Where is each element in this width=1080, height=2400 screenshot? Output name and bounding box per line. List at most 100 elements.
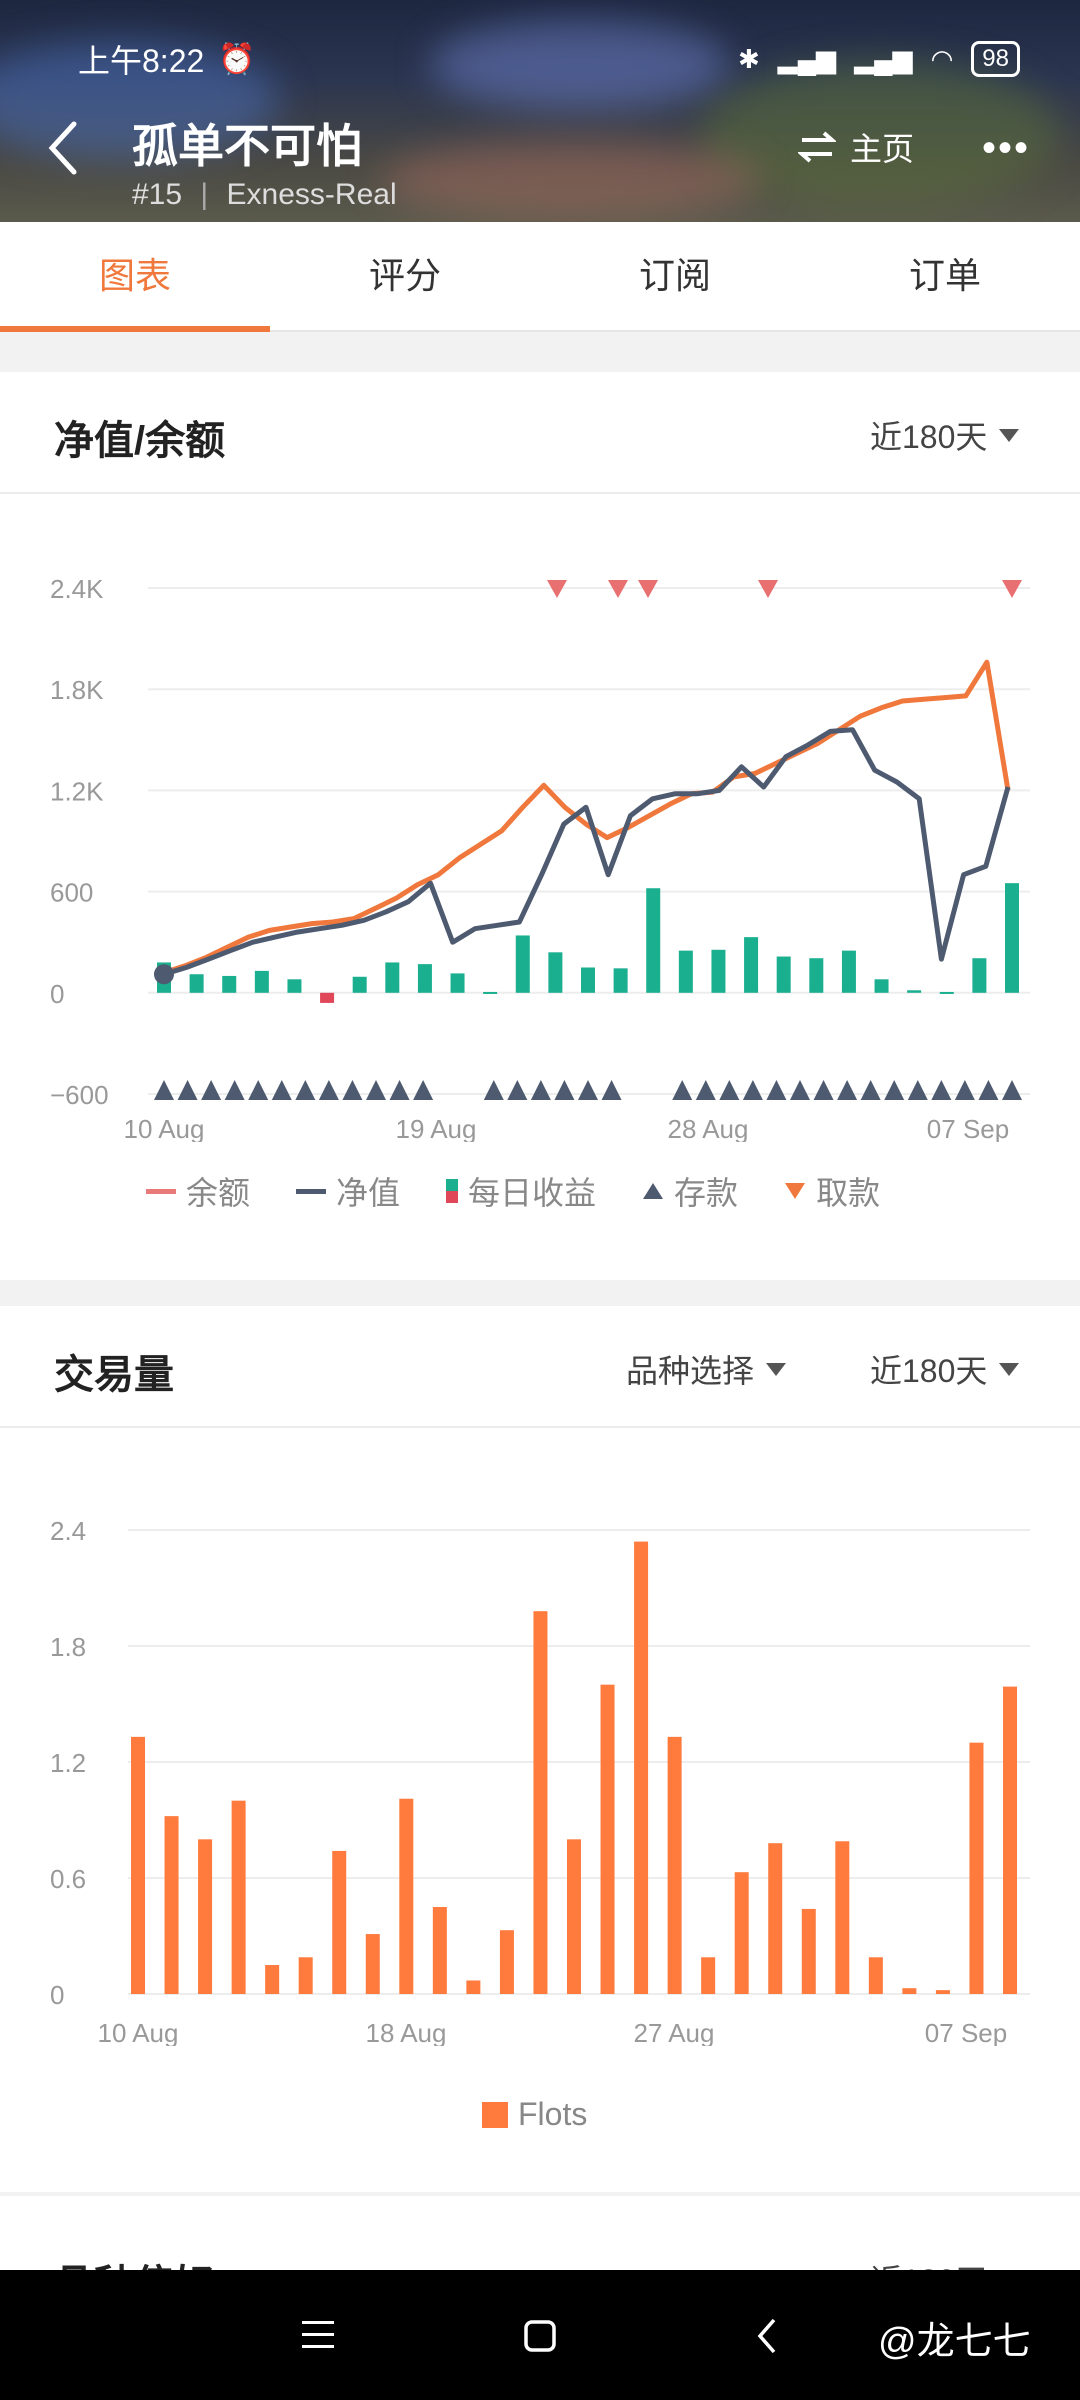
bar-swatch bbox=[446, 1179, 459, 1203]
deposit-marker bbox=[790, 1080, 810, 1100]
y-tick-label: 1.8K bbox=[50, 675, 104, 705]
volume-bar bbox=[868, 1957, 883, 1994]
home-nav-icon[interactable] bbox=[520, 2316, 560, 2356]
tab-rating[interactable]: 评分 bbox=[368, 255, 441, 296]
daily-profit-bar bbox=[483, 991, 498, 994]
volume-bar bbox=[902, 1988, 917, 1994]
y-tick-label: 1.2 bbox=[50, 1748, 86, 1778]
y-tick-label: 1.2K bbox=[50, 776, 104, 806]
account-subtitle: #15 | Exness-Real bbox=[132, 178, 397, 212]
daily-profit-bar bbox=[581, 967, 595, 993]
period-label: 近180天 bbox=[870, 1353, 988, 1389]
x-tick-label: 07 Sep bbox=[927, 1114, 1009, 1142]
preference-card: 品种偏好 近180天 bbox=[0, 2196, 1080, 2270]
volume-bar bbox=[164, 1816, 179, 1994]
home-button[interactable]: 主页 bbox=[798, 124, 914, 170]
balance-line bbox=[163, 659, 1011, 975]
tab-subscribe[interactable]: 订阅 bbox=[638, 255, 711, 296]
legend-deposit[interactable]: 存款 bbox=[642, 1168, 738, 1214]
background-glow bbox=[380, 140, 760, 220]
deposit-marker bbox=[907, 1080, 928, 1100]
legend-label: 净值 bbox=[336, 1175, 401, 1211]
withdraw-marker bbox=[608, 580, 628, 598]
x-tick-label: 10 Aug bbox=[124, 1114, 205, 1142]
bluetooth-icon: ✱ bbox=[737, 43, 760, 74]
volume-bar bbox=[1003, 1686, 1017, 1994]
daily-profit-bar bbox=[385, 962, 400, 993]
system-nav-bar: @龙七七 bbox=[0, 2270, 1080, 2400]
symbol-label: 品种选择 bbox=[626, 1353, 755, 1389]
back-icon[interactable] bbox=[44, 118, 84, 178]
volume-legend: Flots bbox=[482, 2096, 633, 2133]
tab-chart[interactable]: 图表 bbox=[0, 222, 270, 332]
volume-bar bbox=[768, 1843, 783, 1994]
period-label[interactable]: 近180天 bbox=[870, 2256, 987, 2270]
daily-profit-bar bbox=[287, 979, 302, 993]
x-tick-label: 10 Aug bbox=[98, 2018, 179, 2046]
background-glow bbox=[700, 60, 1060, 210]
x-tick-label: 07 Sep bbox=[925, 2018, 1007, 2046]
deposit-marker bbox=[1002, 1080, 1022, 1100]
deposit-marker bbox=[884, 1080, 905, 1100]
legend-label: 每日收益 bbox=[468, 1175, 597, 1211]
status-time: 上午8:22 bbox=[78, 43, 205, 79]
volume-bar bbox=[298, 1957, 313, 1994]
y-tick-label: −600 bbox=[50, 1080, 109, 1110]
wifi-icon: ◠ bbox=[930, 43, 954, 74]
daily-profit-bar bbox=[678, 950, 693, 993]
equity-title: 净值/余额 bbox=[54, 419, 226, 463]
deposit-marker bbox=[483, 1080, 504, 1100]
legend-flots[interactable]: Flots bbox=[482, 2096, 587, 2133]
y-tick-label: 0 bbox=[50, 1980, 64, 2010]
period-label: 近180天 bbox=[870, 419, 988, 455]
daily-profit-bar bbox=[417, 964, 432, 993]
chevron-down-icon bbox=[999, 1362, 1020, 1376]
signal-icon: ▂▄▆ bbox=[854, 43, 913, 74]
legend-withdraw[interactable]: 取款 bbox=[784, 1168, 880, 1214]
more-icon[interactable]: ••• bbox=[982, 126, 1031, 170]
y-tick-label: 0.6 bbox=[50, 1864, 86, 1894]
deposit-marker bbox=[813, 1080, 834, 1100]
deposit-marker bbox=[389, 1080, 410, 1100]
volume-bar bbox=[399, 1798, 414, 1994]
period-dropdown[interactable]: 近180天 bbox=[870, 1346, 1020, 1392]
deposit-marker bbox=[154, 1080, 174, 1100]
deposit-marker bbox=[601, 1080, 622, 1100]
deposit-marker bbox=[931, 1080, 952, 1100]
triangle-down-icon bbox=[785, 1183, 806, 1199]
volume-bar bbox=[935, 1990, 950, 1994]
signal-icon: ▂▄▆ bbox=[777, 43, 837, 74]
y-tick-label: 2.4 bbox=[50, 1516, 86, 1546]
deposit-marker bbox=[766, 1080, 787, 1100]
tab-orders[interactable]: 订单 bbox=[908, 255, 981, 296]
y-tick-label: 2.4K bbox=[50, 574, 104, 604]
account-label: Exness-Real bbox=[226, 178, 397, 211]
legend-label: 存款 bbox=[674, 1175, 739, 1211]
volume-bar bbox=[466, 1980, 481, 1994]
volume-bar bbox=[265, 1965, 280, 1994]
deposit-marker bbox=[248, 1080, 269, 1100]
menu-icon[interactable] bbox=[298, 2318, 338, 2352]
volume-bar bbox=[198, 1839, 213, 1994]
volume-bar bbox=[734, 1872, 749, 1994]
volume-bar bbox=[667, 1736, 682, 1994]
equity-chart: −600 0 600 1.2K 1.8K 2.4K 10 Aug 19 Aug 28 Aug 07… bbox=[50, 574, 1030, 1142]
page-title: 孤单不可怕 bbox=[132, 120, 362, 172]
withdraw-marker bbox=[758, 580, 778, 598]
legend-equity[interactable]: 净值 bbox=[296, 1168, 400, 1214]
back-nav-icon[interactable] bbox=[752, 2316, 782, 2356]
card-header: 净值/余额 近180天 bbox=[0, 372, 1080, 494]
daily-profit-bar bbox=[450, 973, 465, 993]
symbol-dropdown[interactable]: 品种选择 bbox=[626, 1346, 787, 1392]
legend-label: 余额 bbox=[186, 1175, 251, 1211]
daily-profit-bar bbox=[320, 992, 335, 1003]
header: 上午8:22 ⏰ ✱ ▂▄▆ ▂▄▆ ◠ 98 孤单不可怕 #15 | Exne… bbox=[0, 0, 1080, 222]
daily-profit-bar bbox=[907, 990, 922, 993]
x-tick-label: 19 Aug bbox=[396, 1114, 477, 1142]
withdraw-marker bbox=[547, 580, 567, 598]
volume-bar bbox=[600, 1684, 615, 1994]
legend-balance[interactable]: 余额 bbox=[146, 1168, 250, 1214]
legend-daily-profit[interactable]: 每日收益 bbox=[446, 1168, 596, 1214]
period-dropdown[interactable]: 近180天 bbox=[870, 412, 1020, 458]
volume-bar bbox=[634, 1541, 649, 1994]
